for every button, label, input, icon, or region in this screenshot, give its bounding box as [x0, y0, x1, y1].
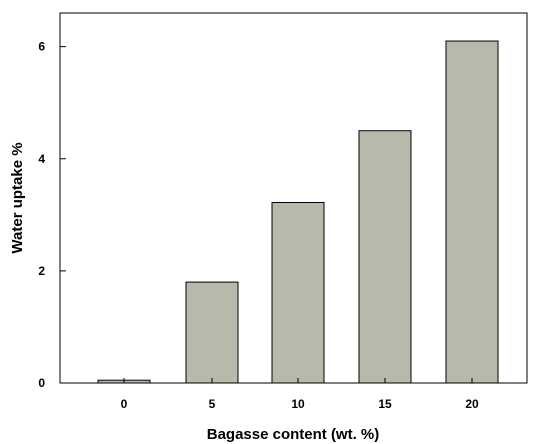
bar-5	[185, 281, 239, 384]
bars-group	[97, 40, 499, 384]
x-tick-label: 10	[291, 397, 305, 411]
x-tick-label: 5	[209, 397, 216, 411]
y-tick-label: 4	[38, 152, 45, 166]
x-tick-label: 15	[378, 397, 392, 411]
x-axis-title: Bagasse content (wt. %)	[207, 426, 380, 443]
y-axis: 0 2 4 6	[38, 40, 66, 390]
bar-20	[445, 40, 499, 384]
y-tick-label: 6	[38, 40, 45, 54]
y-tick-label: 2	[38, 264, 45, 278]
y-tick-label: 0	[38, 376, 45, 390]
y-axis-title: Water uptake %	[9, 142, 26, 253]
bar-10	[271, 201, 325, 384]
x-axis: 0 5 10 15 20	[121, 378, 479, 411]
bar-15	[358, 130, 412, 384]
x-tick-label: 0	[121, 397, 128, 411]
x-tick-label: 20	[465, 397, 479, 411]
